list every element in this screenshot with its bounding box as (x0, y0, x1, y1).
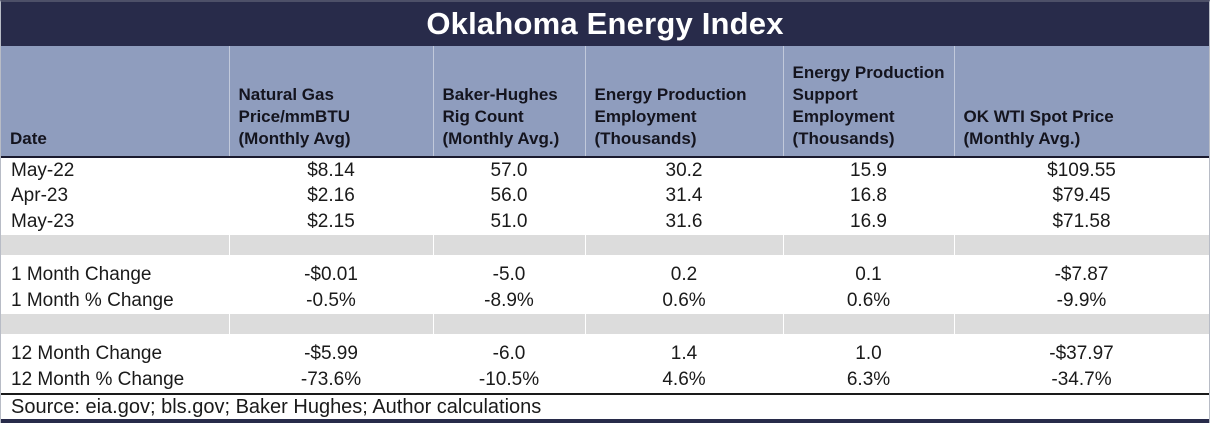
value-cell: -$5.99 (304, 343, 358, 364)
value-cell: 56.0 (490, 185, 528, 206)
table-row: May-22 $8.14 57.0 30.2 15.9 $109.55 (1, 157, 1209, 183)
separator-cell (228, 235, 433, 255)
separator-cell (432, 235, 585, 255)
value-cell: 1.4 (670, 343, 698, 364)
row-label-cell: 1 Month Change (11, 264, 152, 285)
value-cell: 0.1 (855, 264, 882, 285)
table-title: Oklahoma Energy Index (426, 6, 784, 41)
value-cell: 0.6% (662, 290, 706, 311)
separator-row (1, 314, 1209, 334)
value-cell: -0.5% (306, 290, 356, 311)
value-cell: $2.15 (307, 211, 355, 232)
value-cell: 4.6% (662, 369, 706, 390)
spacer-cell (1, 255, 1209, 262)
value-cell: 15.9 (850, 159, 887, 181)
col-header-energy-production-support-employment: Energy Production Support Employment (Th… (782, 46, 954, 158)
value-cell: -9.9% (1056, 290, 1107, 311)
separator-cell (228, 314, 433, 334)
value-cell: -$0.01 (304, 264, 358, 285)
row-label-cell: Apr-23 (11, 185, 69, 206)
row-label-cell: 12 Month Change (11, 343, 163, 364)
source-note: Source: eia.gov; bls.gov; Baker Hughes; … (1, 393, 1209, 419)
value-cell: -$37.97 (1049, 343, 1114, 364)
value-cell: 31.6 (665, 211, 703, 232)
row-label-cell: 1 Month % Change (11, 290, 174, 311)
separator-cell (584, 314, 783, 334)
value-cell: -73.6% (300, 369, 362, 390)
value-cell: -5.0 (492, 264, 526, 285)
energy-index-table: Date Natural Gas Price/mmBTU (Monthly Av… (1, 46, 1209, 393)
separator-cell (782, 314, 954, 334)
separator-cell (584, 235, 783, 255)
table-row: Apr-23 $2.16 56.0 31.4 16.8 $79.45 (1, 183, 1209, 209)
value-cell: 6.3% (846, 369, 891, 390)
value-cell: 57.0 (490, 159, 528, 181)
value-cell: $109.55 (1047, 159, 1116, 181)
value-cell: -8.9% (484, 290, 534, 311)
value-cell: $8.14 (307, 159, 355, 181)
value-cell: $71.58 (1052, 211, 1111, 232)
col-header-energy-production-employment: Energy Production Employment (Thousands) (584, 46, 783, 158)
separator-row (1, 235, 1209, 255)
value-cell: 0.2 (670, 264, 698, 285)
separator-cell (953, 235, 1209, 255)
table-row: 1 Month Change -$0.01 -5.0 0.2 0.1 -$7.87 (1, 262, 1209, 288)
value-cell: -$7.87 (1054, 264, 1109, 285)
col-header-ok-wti-spot-price: OK WTI Spot Price (Monthly Avg.) (953, 46, 1209, 158)
table-title-bar: Oklahoma Energy Index (1, 2, 1209, 46)
value-cell: 31.4 (665, 185, 703, 206)
value-cell: -10.5% (478, 369, 540, 390)
spacer-row (1, 334, 1209, 341)
value-cell: 1.0 (855, 343, 882, 364)
value-cell: 30.2 (665, 159, 703, 181)
col-header-date: Date (1, 46, 229, 158)
value-cell: 51.0 (490, 211, 528, 232)
value-cell: $2.16 (307, 185, 355, 206)
value-cell: 16.8 (850, 185, 887, 206)
col-header-rig-count: Baker-Hughes Rig Count (Monthly Avg.) (432, 46, 585, 158)
value-cell: -6.0 (492, 343, 526, 364)
separator-cell (1, 314, 229, 334)
table-row: May-23 $2.15 51.0 31.6 16.9 $71.58 (1, 209, 1209, 235)
table-row: 12 Month % Change -73.6% -10.5% 4.6% 6.3% -34… (1, 367, 1209, 393)
spacer-row (1, 255, 1209, 262)
row-label-cell: 12 Month % Change (11, 369, 185, 390)
table-row: 12 Month Change -$5.99 -6.0 1.4 1.0 -$37.97 (1, 341, 1209, 367)
header-row: Date Natural Gas Price/mmBTU (Monthly Av… (1, 46, 1209, 158)
value-cell: 0.6% (846, 290, 891, 311)
col-header-natural-gas-price: Natural Gas Price/mmBTU (Monthly Avg) (228, 46, 433, 158)
value-cell: $79.45 (1052, 185, 1111, 206)
value-cell: 16.9 (850, 211, 887, 232)
table-row: 1 Month % Change -0.5% -8.9% 0.6% 0.6% -9.9% (1, 288, 1209, 314)
value-cell: -34.7% (1051, 369, 1112, 390)
table-body: May-22 $8.14 57.0 30.2 15.9 $109.55 Apr-23 $2.1… (1, 157, 1209, 393)
separator-cell (432, 314, 585, 334)
bottom-border-bar (1, 419, 1209, 423)
spacer-cell (1, 334, 1209, 341)
separator-cell (1, 235, 229, 255)
separator-cell (782, 235, 954, 255)
separator-cell (953, 314, 1209, 334)
row-label-cell: May-23 (11, 211, 75, 232)
row-label-cell: May-22 (11, 159, 75, 181)
